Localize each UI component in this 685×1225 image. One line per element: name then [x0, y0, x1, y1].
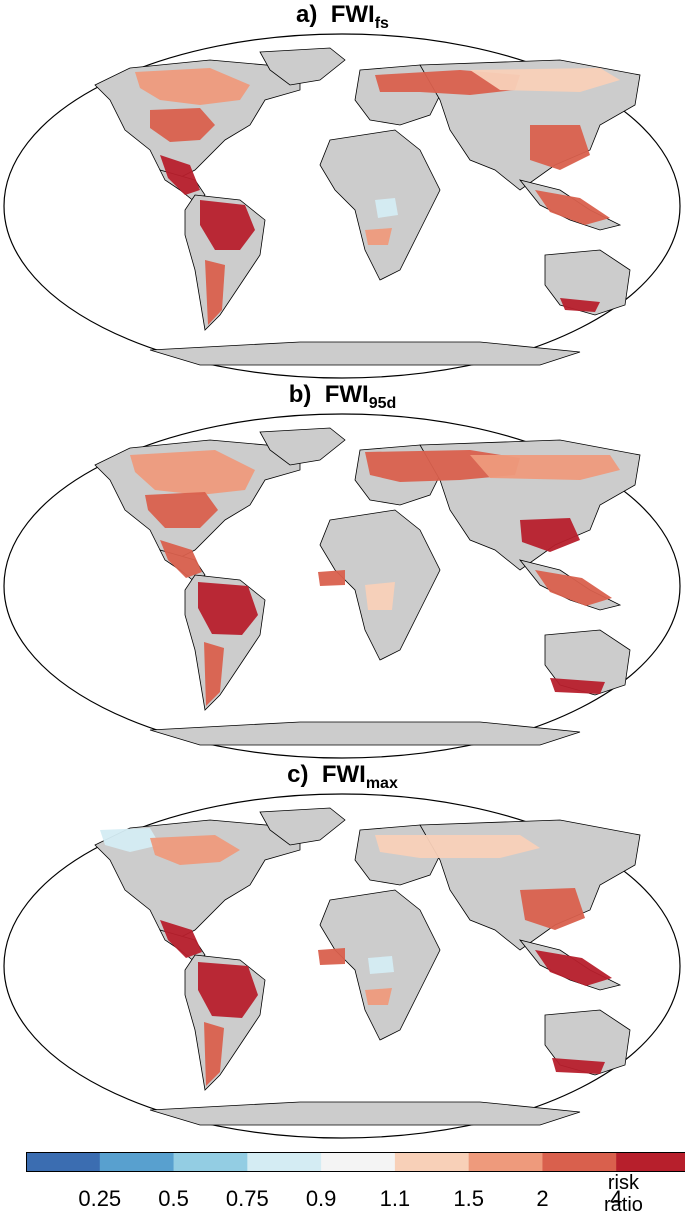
colorbar-tick-label: 0.9	[305, 1186, 337, 1211]
risk-region-southern-south-america	[205, 260, 225, 325]
colorbar-tick-label: 4	[610, 1186, 623, 1211]
continent-greenland	[259, 427, 346, 466]
risk-region-australia-south-coast	[550, 678, 605, 694]
colorbar	[26, 1152, 685, 1172]
risk-region-australia-south-coast	[552, 1058, 605, 1074]
risk-region-amazon	[200, 200, 255, 250]
colorbar-tick-label: 0.25	[78, 1186, 122, 1211]
risk-region-alaska-canada	[100, 828, 160, 852]
risk-region-boreal-north-america	[135, 68, 250, 105]
risk-region-southern-south-america	[204, 642, 224, 706]
risk-region-mexico-central-america	[160, 155, 200, 195]
continent-greenland	[259, 807, 346, 846]
risk-region-congo-basin	[375, 198, 398, 218]
risk-region-us-east	[145, 492, 218, 528]
risk-region-china	[520, 518, 580, 552]
world-map-b	[3, 413, 681, 759]
world-map-a	[3, 33, 681, 379]
continent-australia	[544, 1009, 631, 1076]
map-panel-a: a) FWIfs	[0, 0, 685, 380]
risk-region-east-asia	[530, 125, 590, 170]
colorbar-unit-label: risk ratio	[604, 1172, 643, 1216]
risk-region-southern-africa	[365, 228, 392, 245]
risk-region-southern-africa	[365, 582, 395, 610]
risk-region-southern-africa	[365, 988, 392, 1005]
risk-region-west-africa	[318, 948, 345, 965]
colorbar-swatch	[468, 1152, 543, 1172]
risk-region-west-africa	[318, 570, 345, 586]
risk-region-boreal-north-america	[130, 450, 255, 495]
risk-region-congo-basin	[368, 956, 394, 974]
colorbar-swatch	[542, 1152, 617, 1172]
risk-region-east-asia	[520, 888, 585, 930]
risk-region-mexico-central-america	[160, 540, 202, 578]
risk-region-central-asia	[470, 455, 620, 480]
world-map-c	[3, 793, 681, 1139]
continent-antarctica	[149, 721, 581, 746]
map-panel-b: b) FWI95d	[0, 380, 685, 760]
colorbar-border	[26, 1152, 685, 1172]
panel-title-c: c) FWImax	[287, 761, 398, 792]
continent-greenland	[259, 47, 346, 86]
risk-region-boreal-north-america	[150, 835, 240, 865]
risk-region-amazon	[198, 582, 258, 635]
risk-region-australia-south-coast	[560, 298, 600, 312]
colorbar-swatch	[26, 1152, 101, 1172]
colorbar-tick-label: 2	[536, 1186, 549, 1211]
continent-australia	[544, 629, 631, 696]
colorbar-swatch	[616, 1152, 685, 1172]
risk-region-amazon	[198, 962, 258, 1018]
panel-title-b: b) FWI95d	[288, 381, 397, 412]
colorbar-tick-label: 0.5	[158, 1186, 189, 1211]
risk-region-europe-russia	[375, 835, 540, 858]
risk-region-southeast-asia-islands	[535, 950, 612, 986]
risk-region-southeast-asia-islands	[535, 190, 610, 225]
continent-antarctica	[149, 1101, 581, 1126]
colorbar-tick-label: 1.1	[379, 1186, 411, 1211]
colorbar-tick-label: 0.75	[225, 1186, 269, 1211]
risk-region-us-east	[150, 108, 215, 142]
colorbar-swatch	[247, 1152, 322, 1172]
risk-region-southern-south-america	[204, 1022, 224, 1086]
colorbar-swatch	[394, 1152, 470, 1172]
risk-region-mexico-central-america	[160, 920, 202, 958]
panel-title-a: a) FWIfs	[296, 1, 389, 32]
colorbar-swatch	[321, 1152, 396, 1172]
risk-region-siberia	[470, 68, 620, 92]
colorbar-swatch	[173, 1152, 248, 1172]
colorbar-tick-label: 1.5	[453, 1186, 484, 1211]
map-panel-c: c) FWImax	[0, 760, 685, 1140]
colorbar-swatch	[99, 1152, 175, 1172]
continent-antarctica	[149, 341, 581, 366]
risk-region-southeast-asia-islands	[535, 570, 612, 606]
